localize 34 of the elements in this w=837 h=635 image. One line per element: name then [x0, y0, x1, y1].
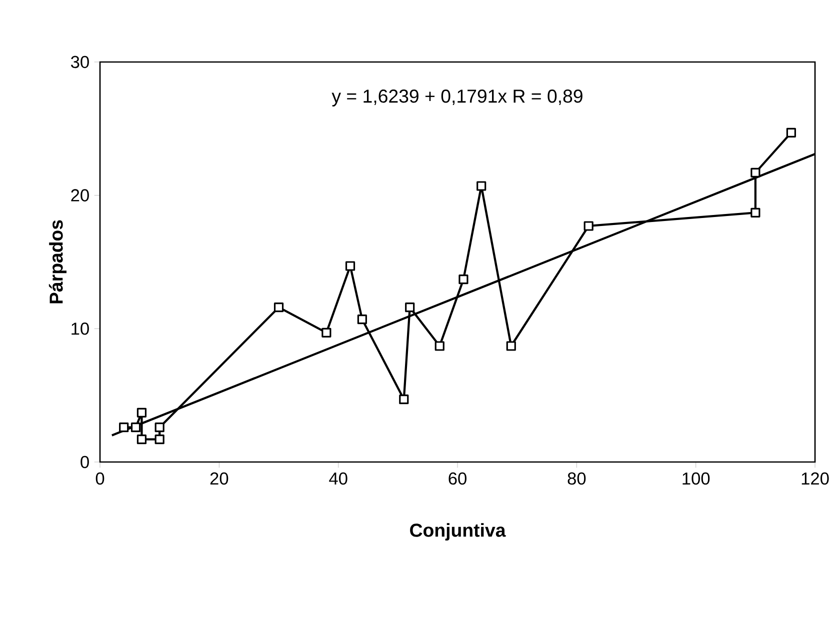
- point: [750, 208, 760, 218]
- y-tick-label: 10: [72, 322, 89, 335]
- x-tick-label: 20: [210, 472, 228, 485]
- x-tick-label: 80: [568, 472, 586, 485]
- point: [154, 422, 164, 432]
- x-tick-label: 60: [448, 472, 466, 485]
- point: [274, 302, 284, 312]
- point: [130, 422, 141, 432]
- point: [154, 434, 164, 444]
- point: [476, 181, 486, 191]
- y-axis-title: Párpados: [48, 220, 66, 304]
- point: [786, 128, 796, 138]
- point: [434, 341, 444, 351]
- point: [322, 328, 332, 338]
- point: [506, 341, 516, 351]
- x-tick-label: 120: [802, 472, 829, 485]
- point: [119, 422, 129, 432]
- point: [750, 168, 760, 178]
- point: [399, 394, 409, 404]
- point: [357, 314, 367, 324]
- point: [136, 408, 147, 418]
- x-tick-label: 40: [329, 472, 348, 485]
- y-tick-label: 30: [70, 56, 89, 68]
- point: [405, 302, 415, 312]
- y-tick-label: 20: [71, 189, 89, 202]
- point: [345, 261, 356, 271]
- point: [136, 434, 147, 444]
- y-tick-label: 0: [80, 456, 89, 468]
- annotation: y = 1,6239 + 0,1791x R = 0,89: [332, 90, 582, 106]
- x-axis-title: Conjuntiva: [410, 523, 506, 541]
- point: [458, 274, 468, 284]
- point: [584, 221, 594, 231]
- x-tick-label: 0: [96, 472, 104, 485]
- x-tick-label: 100: [682, 472, 710, 485]
